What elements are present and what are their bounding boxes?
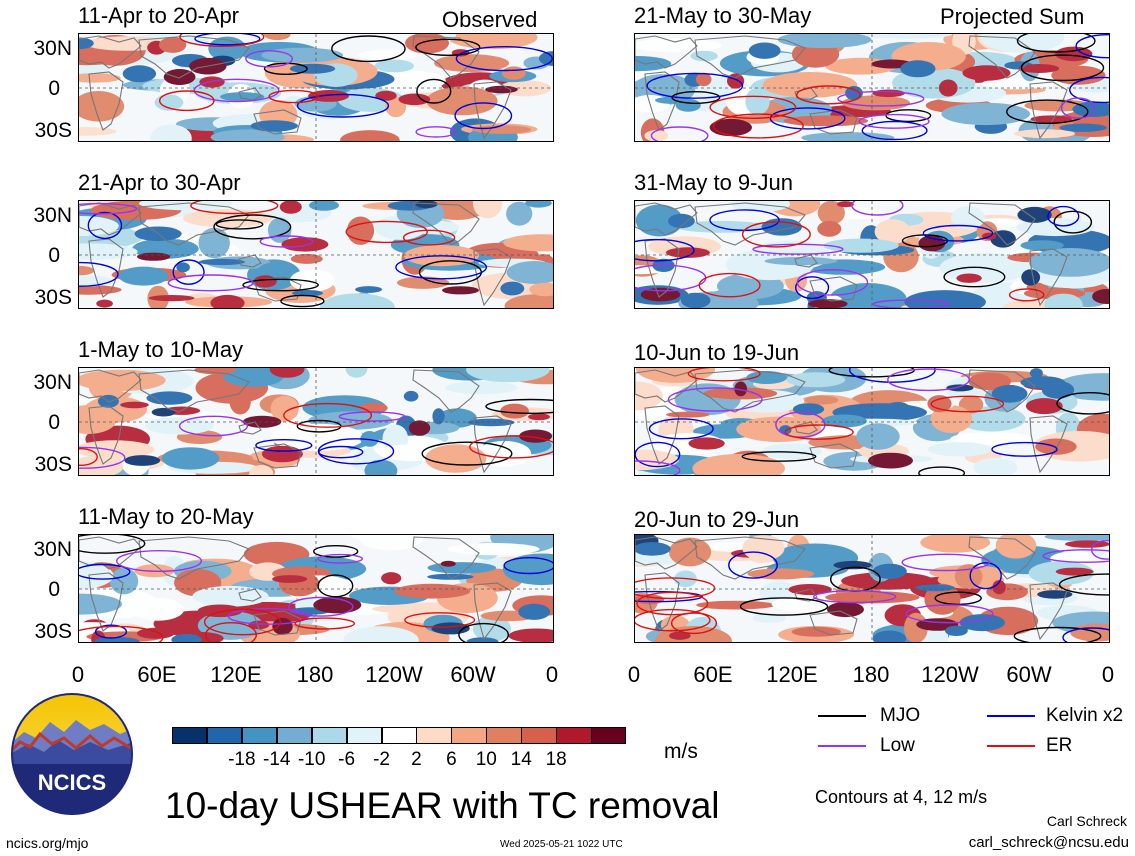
panel-title-right-4: 20-Jun to 29-Jun xyxy=(634,507,800,532)
colorbar-tick-label: 2 xyxy=(411,749,422,770)
colorbar-swatch xyxy=(206,727,243,744)
legend-line-low xyxy=(818,745,866,747)
lon-label-left-180: 180 xyxy=(296,662,334,687)
lat-label-eq: 0 xyxy=(48,411,60,434)
map-panel-right-3 xyxy=(634,367,1110,476)
lon-label-left-120e: 120E xyxy=(210,662,262,687)
footer-author: Carl Schreck xyxy=(1046,813,1127,829)
colorbar-swatch xyxy=(276,727,313,744)
panel-title-left-4: 11-May to 20-May xyxy=(78,504,254,529)
lat-label-30n: 30N xyxy=(33,538,72,561)
shear-anomaly-field xyxy=(79,34,553,141)
shear-anomaly-field xyxy=(635,201,1109,308)
lat-label-eq: 0 xyxy=(48,578,60,601)
lon-label-left-120w: 120W xyxy=(365,662,423,687)
lon-label-left-0-end: 0 xyxy=(545,662,559,687)
colorbar-tick-label: -18 xyxy=(228,749,256,770)
shear-anomaly-field xyxy=(79,368,553,475)
lat-label-30n: 30N xyxy=(33,371,72,394)
panel-title-right-2: 31-May to 9-Jun xyxy=(634,170,793,195)
lat-label-30s: 30S xyxy=(34,620,72,643)
shear-anomaly-field xyxy=(635,368,1109,475)
map-panel-left-1 xyxy=(78,33,554,142)
lon-label-right-120w: 120W xyxy=(921,662,979,687)
lat-label-30n: 30N xyxy=(33,204,72,227)
shear-anomaly-field xyxy=(635,535,1109,642)
colorbar-tick-label: 6 xyxy=(446,749,457,770)
colorbar-swatch xyxy=(381,727,417,744)
colorbar-swatch xyxy=(591,727,627,744)
lon-label-right-0: 0 xyxy=(627,662,641,687)
shear-anomaly-field xyxy=(79,535,553,642)
lat-label-eq: 0 xyxy=(48,77,60,100)
shear-anomaly-field xyxy=(79,201,553,308)
ncics-logo: NCICS xyxy=(10,692,134,816)
shear-anomaly-field xyxy=(635,34,1109,141)
colorbar-swatch xyxy=(311,727,348,744)
map-panel-right-2 xyxy=(634,200,1110,309)
lon-label-right-60w: 60W xyxy=(1006,662,1052,687)
main-title: 10-day USHEAR with TC removal xyxy=(165,785,720,826)
colorbar-swatch xyxy=(416,727,452,744)
lon-label-right-120e: 120E xyxy=(766,662,818,687)
legend-line-er xyxy=(987,745,1035,747)
projected-sum-label: Projected Sum xyxy=(940,4,1085,29)
colorbar-tick-label: -10 xyxy=(297,749,326,770)
colorbar-swatch xyxy=(346,727,383,744)
colorbar-swatch xyxy=(172,727,208,744)
colorbar-tick-label: 14 xyxy=(510,749,532,770)
lon-label-right-180: 180 xyxy=(852,662,890,687)
colorbar-tick-label: 10 xyxy=(475,749,497,770)
footer-email: carl_schreck@ncsu.edu xyxy=(968,834,1129,851)
legend-label-kelvin: Kelvin x2 xyxy=(1046,705,1124,726)
contours-note: Contours at 4, 12 m/s xyxy=(815,787,988,807)
panel-title-left-1: 11-Apr to 20-Apr xyxy=(78,3,240,28)
lon-label-left-60w: 60W xyxy=(450,662,496,687)
colorbar-swatch xyxy=(521,727,557,744)
colorbar-ticks: -18 -14 -10 -6 -2 2 6 10 14 18 xyxy=(172,748,626,772)
colorbar-swatch xyxy=(486,727,522,744)
lon-label-left-60e: 60E xyxy=(137,662,177,687)
panel-title-left-3: 1-May to 10-May xyxy=(78,337,244,362)
legend-label-mjo: MJO xyxy=(880,705,921,726)
lon-label-left-0: 0 xyxy=(71,662,85,687)
footer-timestamp: Wed 2025-05-21 1022 UTC xyxy=(500,839,623,850)
ncics-logo-icon: NCICS xyxy=(11,693,133,815)
lat-label-30s: 30S xyxy=(34,453,72,476)
colorbar-tick-label: -14 xyxy=(263,749,291,770)
panel-title-right-3: 10-Jun to 19-Jun xyxy=(634,340,800,365)
colorbar-swatch xyxy=(451,727,487,744)
legend-line-mjo xyxy=(818,715,866,717)
observed-label: Observed xyxy=(442,7,538,32)
map-panel-right-1 xyxy=(634,33,1110,142)
legend-label-low: Low xyxy=(880,735,915,756)
legend-label-er: ER xyxy=(1046,735,1073,756)
panel-title-right-1: 21-May to 30-May xyxy=(634,3,812,28)
map-panel-left-2 xyxy=(78,200,554,309)
footer-site: ncics.org/mjo xyxy=(6,835,89,851)
colorbar-unit: m/s xyxy=(664,740,698,763)
lat-label-eq: 0 xyxy=(48,244,60,267)
map-panel-right-4 xyxy=(634,534,1110,643)
panel-title-left-2: 21-Apr to 30-Apr xyxy=(78,170,241,195)
legend-line-kelvin xyxy=(987,715,1035,717)
colorbar-tick-label: -6 xyxy=(338,749,356,770)
map-panel-left-3 xyxy=(78,367,554,476)
lon-label-right-60e: 60E xyxy=(693,662,733,687)
colorbar-tick-label: -2 xyxy=(373,749,390,770)
colorbar-swatch xyxy=(556,727,592,744)
svg-text:NCICS: NCICS xyxy=(38,770,106,795)
lat-label-30s: 30S xyxy=(34,119,72,142)
colorbar-tick-label: 18 xyxy=(545,749,567,770)
colorbar xyxy=(172,727,627,745)
lon-label-right-0-end: 0 xyxy=(1101,662,1115,687)
lat-label-30n: 30N xyxy=(33,37,72,60)
colorbar-swatch xyxy=(241,727,278,744)
lat-label-30s: 30S xyxy=(34,286,72,309)
map-panel-left-4 xyxy=(78,534,554,643)
